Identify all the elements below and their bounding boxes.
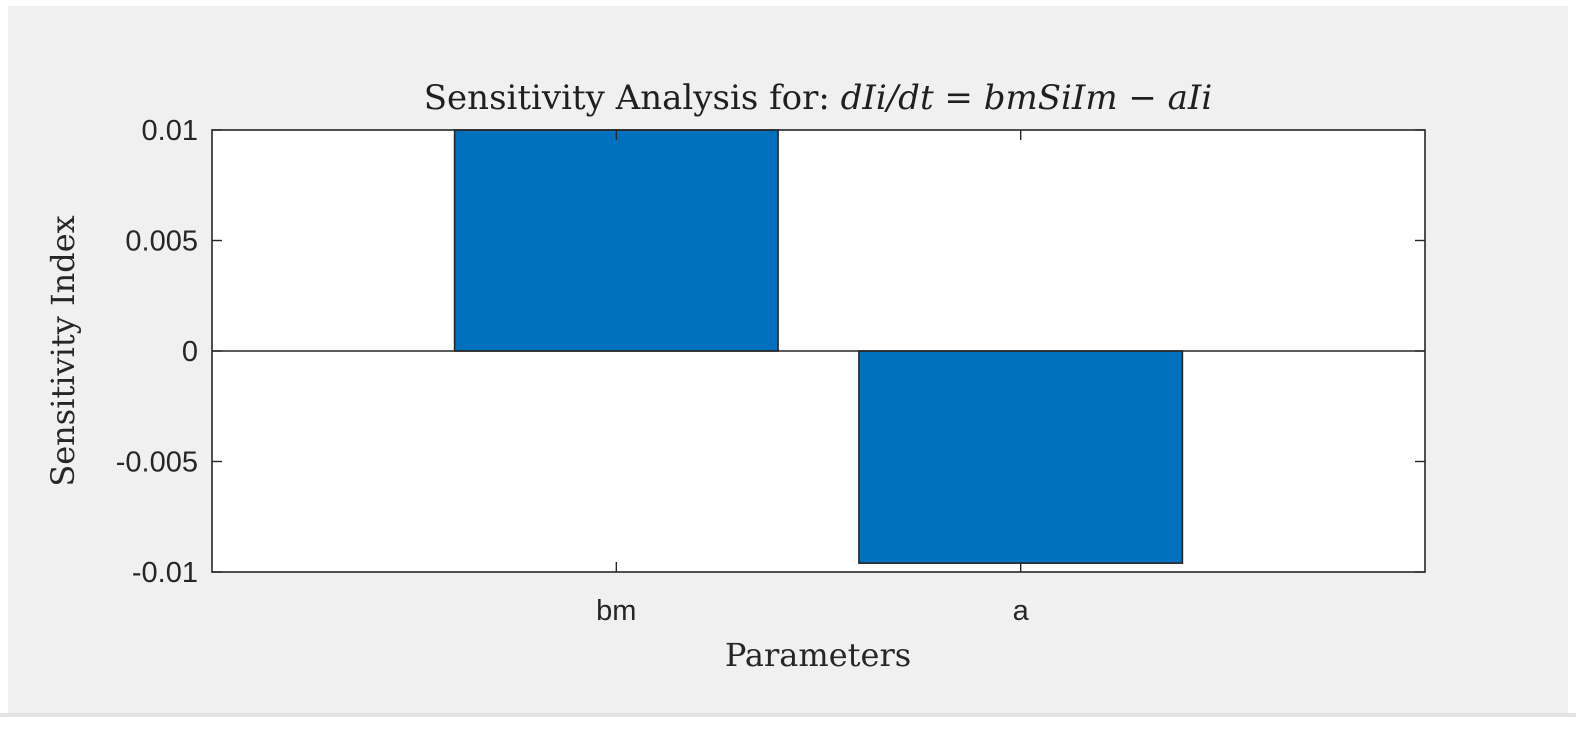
y-tick-label: -0.005: [116, 447, 198, 479]
bar-a: [858, 350, 1184, 564]
y-tick-label: 0.005: [125, 226, 198, 258]
y-axis-label: Sensitivity Index: [44, 215, 82, 486]
bars-layer: [453, 129, 1184, 564]
x-tick-labels: bm a: [596, 595, 1029, 627]
x-tick-label-a: a: [1013, 595, 1030, 627]
y-tick-label: 0: [182, 336, 198, 368]
bar-bm: [453, 129, 779, 352]
y-tick-label: 0.01: [142, 115, 198, 147]
x-axis-label: Parameters: [725, 636, 911, 674]
chart-title: Sensitivity Analysis for: dIi/dt = bmSiI…: [424, 78, 1212, 118]
y-tick-labels: 0.01 0.005 0 -0.005 -0.01: [116, 115, 198, 589]
chart-title-prefix: Sensitivity Analysis for:: [424, 78, 841, 118]
chart-title-equation: dIi/dt = bmSiIm − aIi: [841, 78, 1213, 118]
ticks-layer: [212, 129, 1425, 573]
x-tick-label-bm: bm: [596, 595, 636, 627]
y-tick-label: -0.01: [132, 557, 198, 589]
window-bottom-edge: [0, 713, 1576, 717]
